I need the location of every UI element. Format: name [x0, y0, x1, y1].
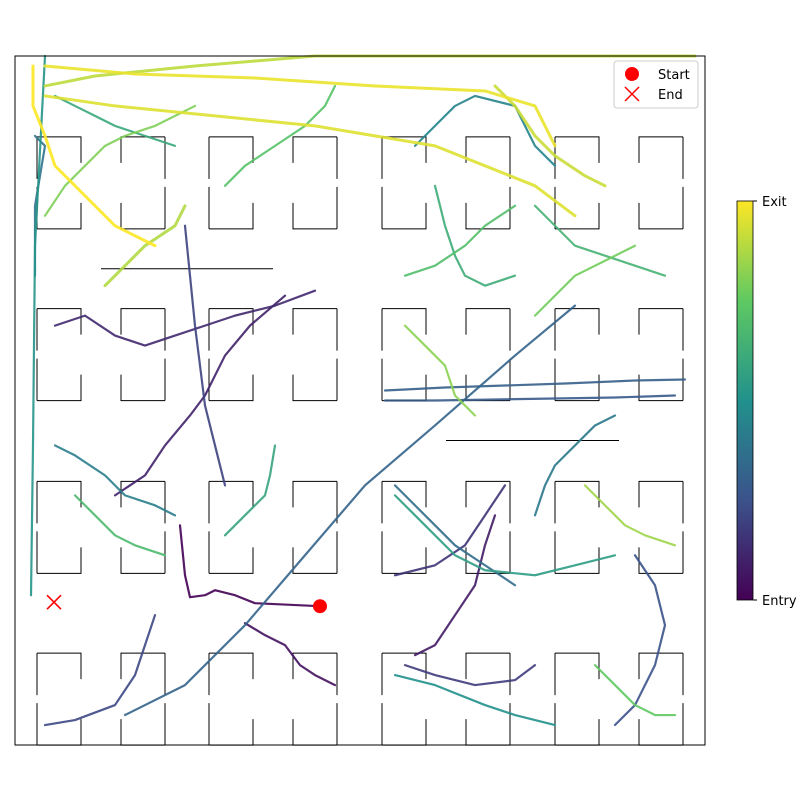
legend-start-marker	[625, 67, 639, 81]
trajectory-22	[53, 94, 177, 147]
trajectory-8	[43, 614, 157, 727]
maze-box-11	[554, 480, 684, 574]
trajectory-13	[393, 484, 517, 587]
maze-box-10	[381, 480, 511, 574]
trajectory-35	[493, 84, 607, 188]
maze-walls	[36, 136, 684, 746]
trajectory-30	[43, 104, 197, 217]
trajectory-16	[53, 444, 177, 517]
trajectory-19	[29, 54, 47, 597]
end-marker	[46, 594, 62, 610]
colorbar-min-label: Entry	[762, 594, 797, 609]
colorbar-gradient	[736, 200, 754, 601]
maze-box-4	[36, 308, 166, 402]
trajectory-27	[223, 84, 337, 187]
trajectory-10	[383, 394, 677, 402]
trajectory-5	[393, 484, 507, 577]
trajectory-21	[223, 444, 277, 537]
maze-box-1	[208, 136, 338, 230]
trajectory-24	[533, 204, 667, 277]
maze-box-7	[554, 308, 684, 402]
start-marker	[313, 599, 327, 614]
trajectory-11	[383, 378, 687, 392]
trajectory-32	[583, 484, 677, 547]
legend-start-label: Start	[658, 68, 690, 83]
trajectory-33	[103, 204, 187, 288]
trajectory-29	[533, 244, 637, 317]
maze-box-5	[208, 308, 338, 402]
maze-box-14	[381, 652, 511, 746]
trajectory-4	[53, 289, 317, 347]
trajectory-36	[43, 94, 577, 218]
trajectory-lines	[29, 54, 697, 727]
legend-end-marker	[624, 86, 640, 102]
legend-end-label: End	[658, 88, 683, 103]
trajectory-7	[183, 224, 227, 487]
plot-frame	[14, 55, 706, 746]
trajectory-31	[403, 324, 477, 417]
trajectory-38	[31, 64, 157, 248]
trajectory-3	[113, 294, 287, 497]
maze-box-13	[208, 652, 338, 746]
trajectory-37	[43, 64, 557, 148]
legend: Start End	[613, 60, 699, 109]
trajectory-12	[123, 304, 577, 717]
trajectory-23	[433, 184, 517, 287]
trajectory-15	[533, 414, 617, 517]
colorbar: Exit Entry	[736, 195, 797, 609]
maze-box-2	[381, 136, 511, 230]
colorbar-max-label: Exit	[762, 195, 787, 210]
trajectory-17	[413, 94, 557, 167]
maze-box-15	[554, 652, 684, 746]
trajectory-28	[593, 664, 677, 717]
trajectory-20	[393, 494, 617, 577]
trajectory-1	[243, 622, 337, 687]
maze-box-3	[554, 136, 684, 230]
start-end-markers	[46, 594, 327, 614]
trajectory-2	[413, 514, 497, 657]
trajectory-6	[403, 664, 537, 687]
trajectory-34	[43, 54, 697, 88]
trajectory-9	[613, 554, 667, 727]
trajectory-25	[73, 494, 167, 557]
trajectory-26	[403, 204, 517, 277]
maze-box-9	[208, 480, 338, 574]
maze-box-12	[36, 652, 166, 746]
maze-box-8	[36, 480, 166, 574]
trajectory-18	[393, 674, 557, 727]
trajectory-0	[178, 524, 322, 608]
